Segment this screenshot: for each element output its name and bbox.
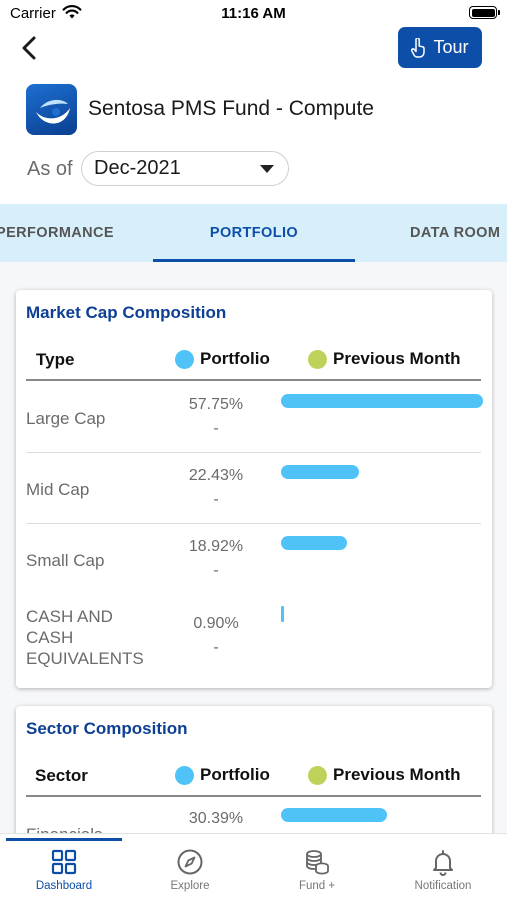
compass-icon	[177, 849, 203, 875]
row-label: Mid Cap	[26, 480, 90, 499]
legend-portfolio-label: Portfolio	[200, 765, 270, 784]
fund-title: Sentosa PMS Fund - Compute	[88, 97, 374, 120]
as-of-date-value: Dec-2021	[94, 157, 181, 179]
column-header-sector: Sector	[35, 766, 88, 786]
column-header-type-label: Type	[36, 350, 75, 369]
row-portfolio-value: 0.90%	[193, 615, 239, 632]
row-label: Large Cap	[26, 409, 106, 428]
nav-dashboard[interactable]: Dashboard	[9, 844, 119, 896]
column-header-sector-label: Sector	[35, 766, 88, 785]
caret-down-icon	[260, 165, 274, 173]
bell-icon	[433, 850, 453, 876]
nav-notification-label: Notification	[414, 880, 472, 892]
row-previous-value: -	[213, 420, 219, 437]
portfolio-bar	[281, 808, 388, 822]
status-bar: Carrier 11:16 AM	[0, 0, 507, 28]
row-portfolio-value: 18.92%	[188, 538, 244, 555]
sector-title: Sector Composition	[26, 719, 188, 738]
legend-previous-month: Previous Month	[308, 349, 461, 369]
legend-portfolio: Portfolio	[175, 765, 270, 785]
as-of-label: As of	[27, 158, 73, 180]
tab-data-room[interactable]: DATA ROOM	[410, 225, 501, 241]
legend-portfolio: Portfolio	[175, 349, 270, 369]
nav-explore-label: Explore	[170, 880, 210, 892]
legend-previous-month: Previous Month	[308, 765, 461, 785]
previous-month-dot-icon	[308, 765, 327, 785]
previous-month-dot-icon	[308, 349, 327, 369]
portfolio-bar	[281, 394, 483, 408]
legend-previous-month-label: Previous Month	[333, 765, 461, 784]
row-divider	[26, 523, 481, 524]
nav-dashboard-label: Dashboard	[35, 880, 93, 892]
carrier-label: Carrier	[10, 5, 56, 22]
portfolio-bar	[281, 606, 284, 622]
nav-fund-plus-label: Fund +	[298, 880, 336, 892]
row-portfolio-value: 57.75%	[188, 396, 244, 413]
wifi-icon	[62, 4, 82, 25]
portfolio-dot-icon	[175, 765, 194, 785]
row-previous-value: -	[213, 562, 219, 579]
status-time: 11:16 AM	[221, 5, 286, 22]
nav-fund-plus[interactable]: Fund +	[262, 844, 372, 896]
portfolio-bar	[281, 465, 360, 479]
nav-notification[interactable]: Notification	[388, 844, 498, 896]
row-label: Small Cap	[26, 551, 105, 570]
row-previous-value: -	[213, 491, 219, 508]
column-header-type: Type	[36, 350, 74, 370]
legend-previous-month-label: Previous Month	[333, 349, 461, 368]
tour-button-label: Tour	[433, 37, 469, 57]
row-divider	[26, 452, 481, 453]
portfolio-bar	[281, 536, 348, 550]
row-previous-value: -	[213, 639, 219, 656]
row-portfolio-value: 22.43%	[188, 467, 244, 484]
content-area[interactable]: Market Cap Composition Type Portfolio Pr…	[0, 262, 507, 833]
tab-performance[interactable]: PERFORMANCE	[0, 225, 114, 241]
nav-explore[interactable]: Explore	[135, 844, 245, 896]
row-label: Financials	[26, 824, 166, 833]
tab-portfolio[interactable]: PORTFOLIO	[153, 204, 355, 262]
portfolio-dot-icon	[175, 349, 194, 369]
back-button[interactable]	[14, 32, 44, 64]
bottom-nav: Dashboard Explore Fund + Notification	[0, 833, 507, 900]
battery-icon	[469, 6, 500, 19]
row-label: CASH AND CASH EQUIVALENTS	[26, 607, 144, 668]
header-divider	[26, 795, 481, 797]
row-portfolio-value: 30.39%	[188, 810, 244, 827]
tour-button[interactable]: Tour	[398, 27, 482, 68]
fund-logo	[26, 84, 77, 135]
market-cap-card: Market Cap Composition Type Portfolio Pr…	[16, 290, 492, 688]
grid-icon	[51, 849, 77, 875]
coins-icon	[306, 850, 329, 875]
sector-card: Sector Composition Sector Portfolio Prev…	[16, 706, 492, 833]
legend-portfolio-label: Portfolio	[200, 349, 270, 368]
chevron-left-icon	[22, 36, 36, 60]
nav-active-indicator	[6, 838, 122, 841]
as-of-date-select[interactable]: Dec-2021	[81, 151, 289, 186]
tab-bar: PERFORMANCE PORTFOLIO DATA ROOM	[0, 204, 507, 262]
market-cap-title: Market Cap Composition	[26, 303, 227, 322]
hand-pointer-icon	[411, 37, 426, 58]
header-divider	[26, 379, 481, 381]
